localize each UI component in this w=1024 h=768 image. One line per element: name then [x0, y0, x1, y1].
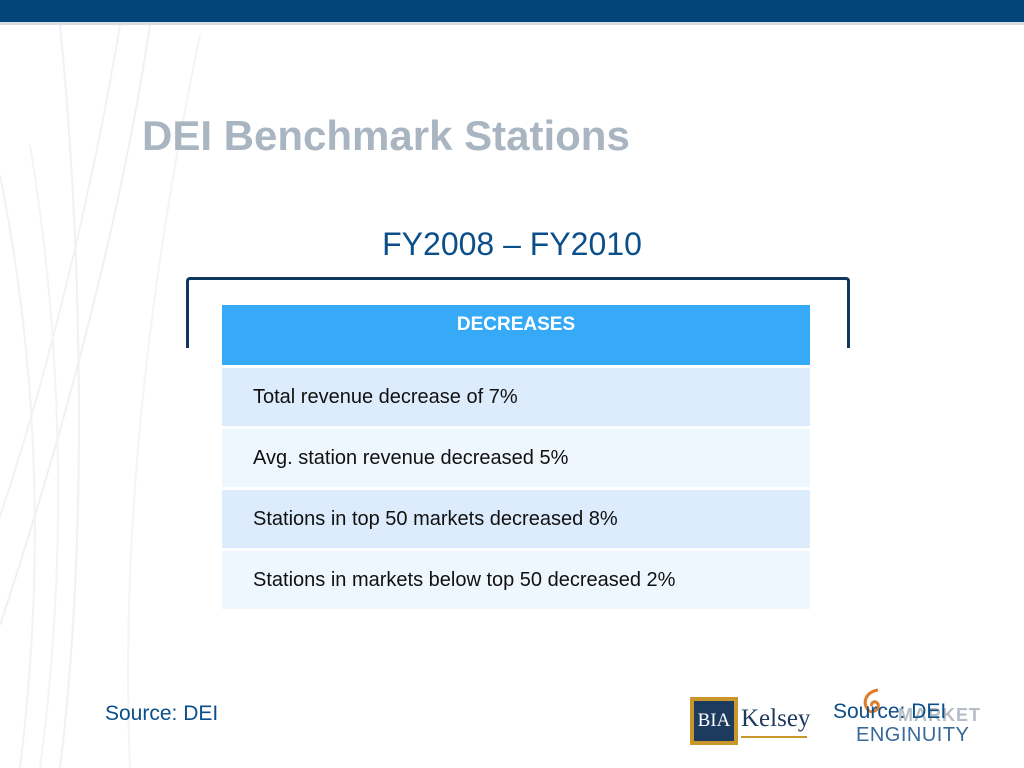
kelsey-underline — [741, 736, 807, 738]
background-decoration-lines — [0, 25, 201, 768]
table-row: Stations in top 50 markets decreased 8% — [222, 490, 810, 548]
table-header: DECREASES — [222, 305, 810, 365]
enginuity-text: ENGINUITY — [856, 724, 970, 746]
slide-title: DEI Benchmark Stations — [142, 112, 630, 159]
bia-kelsey-logo: BIA Kelsey — [690, 697, 810, 745]
market-enginuity-logo: MARKET ENGINUITY — [856, 688, 996, 748]
source-note-right: Source: DEI — [833, 700, 947, 723]
bracket-frame — [186, 277, 850, 348]
table-row: Total revenue decrease of 7% — [222, 368, 810, 426]
kelsey-text: Kelsey — [741, 705, 811, 732]
slide-subtitle: FY2008 – FY2010 — [382, 226, 642, 262]
table-row: Stations in markets below top 50 decreas… — [222, 551, 810, 609]
top-bar — [0, 0, 1024, 25]
market-text: MARKET — [898, 705, 981, 725]
bia-box-text: BIA — [694, 701, 734, 741]
table-row: Avg. station revenue decreased 5% — [222, 429, 810, 487]
source-note-left: Source: DEI — [105, 702, 219, 725]
bia-box: BIA — [690, 697, 738, 745]
swirl-icon — [863, 688, 880, 714]
decreases-table: DECREASES Total revenue decrease of 7% A… — [222, 305, 810, 609]
